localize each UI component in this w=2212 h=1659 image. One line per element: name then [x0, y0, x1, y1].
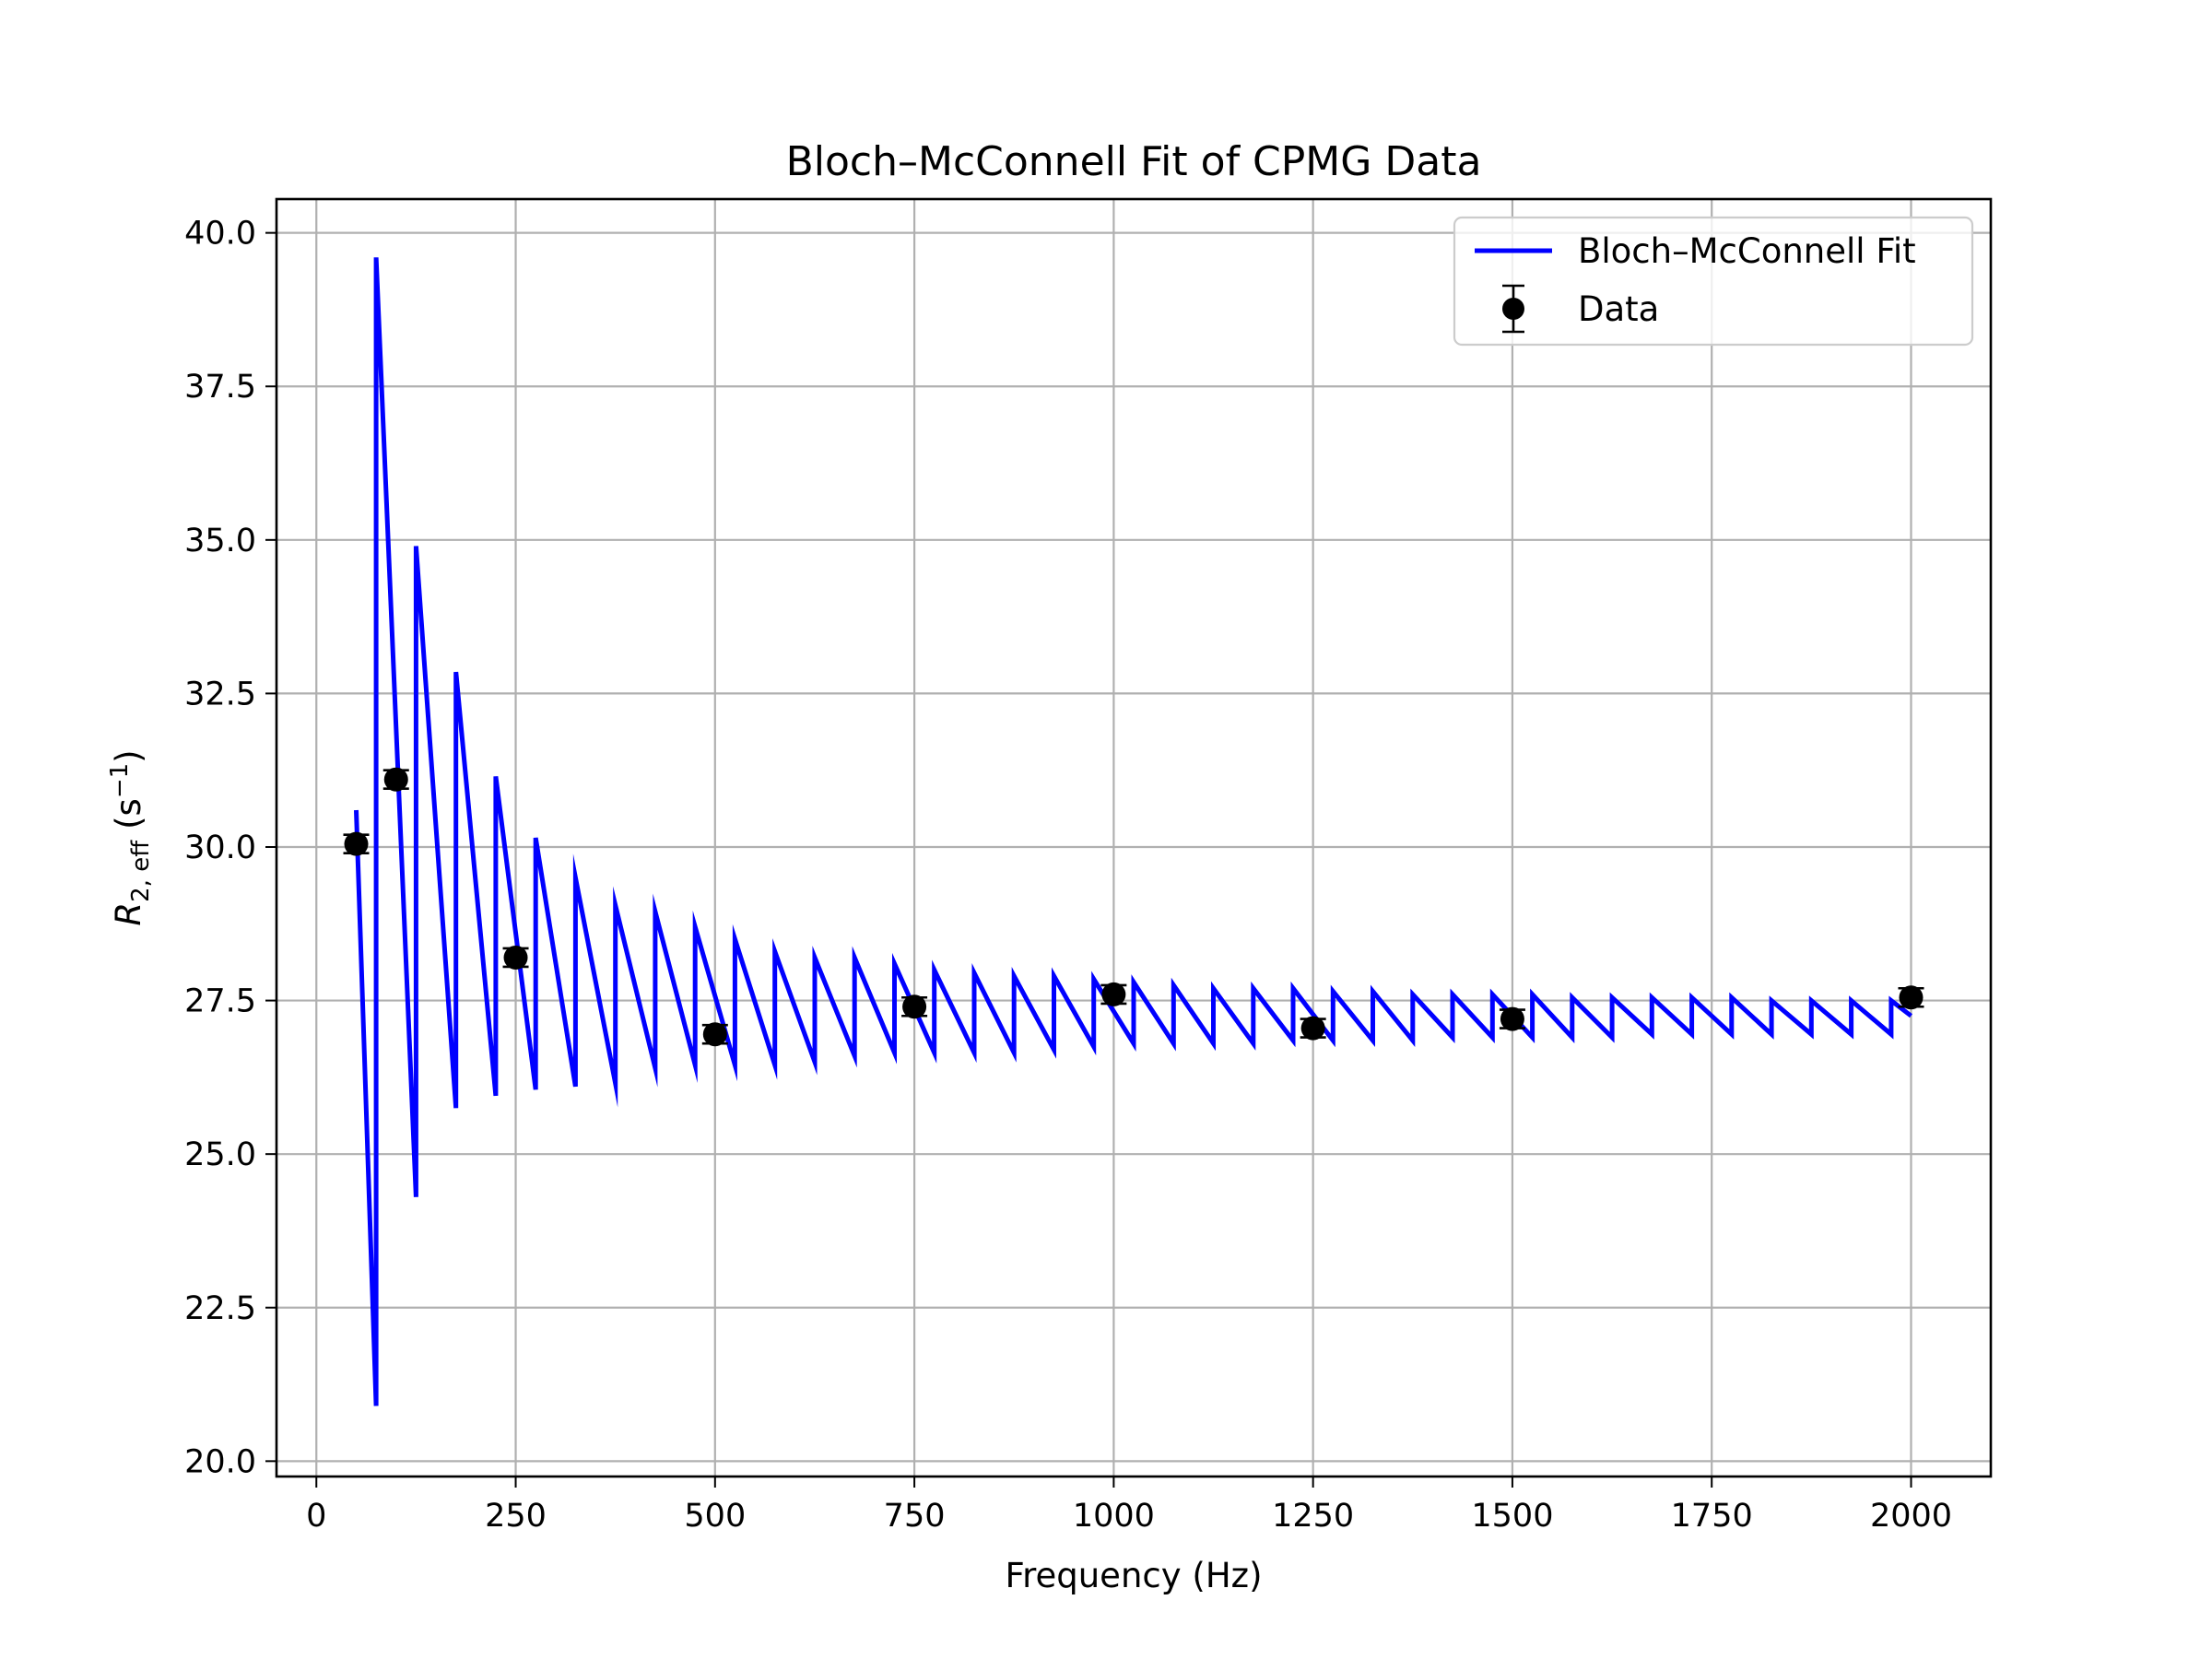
x-tick-label: 1250	[1272, 1498, 1354, 1535]
y-tick-label: 22.5	[184, 1290, 256, 1327]
x-tick-label: 750	[884, 1498, 946, 1535]
data-series	[343, 767, 1924, 1047]
data-point	[502, 945, 529, 970]
x-tick-label: 1500	[1471, 1498, 1553, 1535]
x-tick-label: 250	[485, 1498, 547, 1535]
legend-data-swatch	[1502, 284, 1524, 334]
y-tick-label: 20.0	[184, 1443, 256, 1480]
y-axis-label-units: (s	[109, 798, 148, 830]
y-tick-label: 37.5	[184, 369, 256, 406]
plot-area-frame	[275, 197, 1993, 1478]
y-tick-label: 35.0	[184, 523, 256, 559]
data-point	[343, 831, 370, 856]
legend-box	[1453, 216, 1974, 347]
y-tick-label: 27.5	[184, 983, 256, 1020]
data-point	[701, 1022, 728, 1047]
chart-title: Bloch–McConnell Fit of CPMG Data	[786, 138, 1482, 185]
y-axis-label-units-sup: −1	[106, 763, 134, 798]
legend-fit-label: Bloch–McConnell Fit	[1578, 231, 1916, 271]
x-tick-label: 1750	[1671, 1498, 1753, 1535]
y-axis-label: R2, eff (s−1)	[106, 749, 155, 925]
fit-line	[354, 257, 1913, 1406]
y-axis-label-subscript: 2, eff	[127, 840, 155, 902]
data-point	[1898, 985, 1924, 1010]
x-tick-label: 500	[684, 1498, 746, 1535]
y-tick-label: 30.0	[184, 830, 256, 866]
data-point	[1300, 1016, 1326, 1041]
data-point	[382, 767, 409, 792]
x-axis-label: Frequency (Hz)	[1005, 1556, 1262, 1595]
y-axis-label-units-close: )	[109, 749, 148, 762]
legend: Bloch–McConnell Fit Data	[1453, 216, 1974, 347]
y-tick-label: 40.0	[184, 216, 256, 253]
data-point	[1100, 982, 1127, 1006]
x-tick-label: 2000	[1870, 1498, 1952, 1535]
y-tick-label: 25.0	[184, 1136, 256, 1173]
x-tick-label: 1000	[1073, 1498, 1155, 1535]
fit-series	[354, 257, 1913, 1406]
data-point	[901, 994, 928, 1019]
grid	[276, 199, 1991, 1477]
y-axis-label-symbol: R	[109, 902, 148, 926]
y-tick-label: 32.5	[184, 676, 256, 712]
x-tick-label: 0	[306, 1498, 326, 1535]
data-point	[1499, 1006, 1525, 1031]
axis-ticks: 0 250 500 750 1000 1250 1500 1750 2000 20.0 22.5 25…	[184, 216, 1952, 1535]
legend-data-label: Data	[1578, 289, 1659, 329]
